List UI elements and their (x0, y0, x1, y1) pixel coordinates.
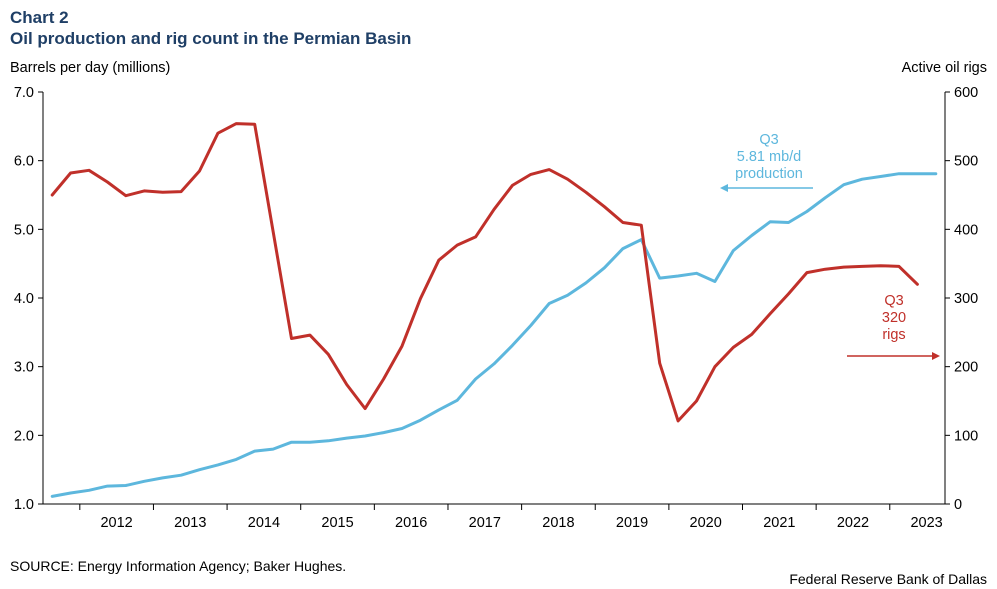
right-tick-label: 0 (954, 497, 962, 513)
right-tick-label: 500 (954, 154, 978, 170)
right-axis-ticks: 0 100 200 300 400 500 600 (945, 85, 978, 513)
series-layer (50, 122, 938, 498)
left-axis-label: Barrels per day (millions) (10, 60, 170, 76)
annotation-rigs-text: rigs (882, 327, 905, 343)
right-axis-label: Active oil rigs (902, 60, 987, 76)
series-line-rigs (50, 122, 919, 423)
annotation-production-text: Q3 (759, 132, 778, 148)
right-tick-label: 300 (954, 291, 978, 307)
left-tick-label: 6.0 (14, 154, 34, 170)
x-tick-label: 2017 (469, 515, 501, 531)
right-tick-label: 600 (954, 85, 978, 101)
left-tick-label: 5.0 (14, 222, 34, 238)
series-line-production (50, 172, 938, 498)
x-tick-label: 2018 (542, 515, 574, 531)
x-tick-label: 2021 (763, 515, 795, 531)
x-tick-label: 2014 (248, 515, 280, 531)
x-tick-label: 2023 (910, 515, 942, 531)
right-tick-label: 200 (954, 360, 978, 376)
annotation-rigs-text: Q3 (884, 293, 903, 309)
x-tick-label: 2015 (321, 515, 353, 531)
x-tick-label: 2020 (690, 515, 722, 531)
annotation-rigs-text: 320 (882, 310, 906, 326)
left-tick-label: 4.0 (14, 291, 34, 307)
left-tick-label: 7.0 (14, 85, 34, 101)
credit-note: Federal Reserve Bank of Dallas (789, 571, 987, 587)
left-tick-label: 1.0 (14, 497, 34, 513)
x-tick-label: 2013 (174, 515, 206, 531)
annotation-production-text: production (735, 166, 803, 182)
left-axis-ticks: 1.0 2.0 3.0 4.0 5.0 6.0 7.0 (14, 85, 43, 513)
left-tick-label: 3.0 (14, 360, 34, 376)
x-tick-label: 2019 (616, 515, 648, 531)
x-tick-label: 2016 (395, 515, 427, 531)
right-tick-label: 400 (954, 222, 978, 238)
source-note: SOURCE: Energy Information Agency; Baker… (10, 558, 346, 574)
chart-subtitle: Oil production and rig count in the Perm… (10, 29, 411, 48)
annotation-production-text: 5.81 mb/d (737, 149, 802, 165)
x-tick-label: 2012 (100, 515, 132, 531)
chart-title: Chart 2 (10, 8, 69, 27)
right-tick-label: 100 (954, 428, 978, 444)
x-tick-label: 2022 (837, 515, 869, 531)
plot-frame (42, 92, 946, 505)
x-axis-ticks: 2012 2013 2014 2015 2016 2017 2018 2019 2020 2021… (79, 504, 943, 531)
left-tick-label: 2.0 (14, 428, 34, 444)
